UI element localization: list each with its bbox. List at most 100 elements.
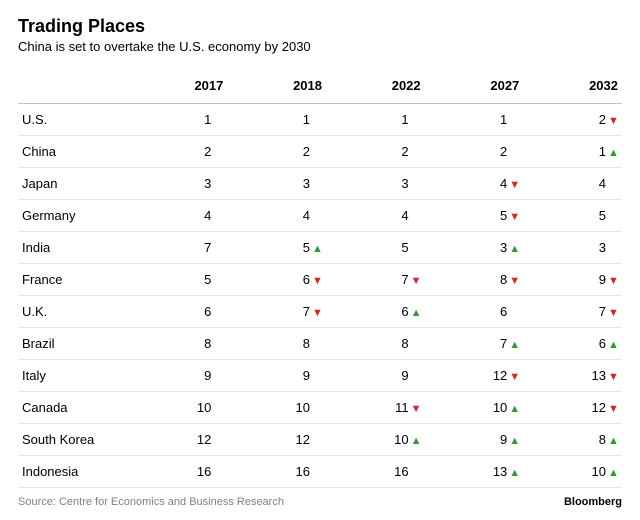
rank-value: 5 (401, 240, 408, 255)
arrow-up-icon: ▲ (312, 243, 322, 255)
rank-value: 13 (493, 464, 507, 479)
rank-cell: 16▲ (129, 456, 228, 488)
rank-value: 9 (500, 432, 507, 447)
table-row: Indonesia16▲16▲16▲13▲10▲ (18, 456, 622, 488)
rank-value: 4 (204, 208, 211, 223)
chart-title: Trading Places (18, 16, 622, 37)
arrow-down-icon: ▼ (509, 179, 519, 191)
rank-value: 12 (493, 368, 507, 383)
rank-value: 5 (204, 272, 211, 287)
country-cell: Italy (18, 360, 129, 392)
arrow-up-icon: ▲ (608, 467, 618, 479)
rank-value: 9 (401, 368, 408, 383)
rank-value: 16 (394, 464, 408, 479)
rank-value: 7 (401, 272, 408, 287)
arrow-up-icon: ▲ (411, 307, 421, 319)
rank-cell: 8▼ (425, 264, 524, 296)
rank-value: 12 (296, 432, 310, 447)
rank-cell: 1▲ (227, 104, 326, 136)
country-cell: Japan (18, 168, 129, 200)
table-row: Brazil8▲8▲8▲7▲6▲ (18, 328, 622, 360)
rank-cell: 8▲ (129, 328, 228, 360)
rank-cell: 1▲ (326, 104, 425, 136)
rank-value: 3 (303, 176, 310, 191)
rank-value: 5 (599, 208, 606, 223)
rank-cell: 7▲ (129, 232, 228, 264)
rank-cell: 3▲ (523, 232, 622, 264)
rank-value: 4 (303, 208, 310, 223)
rank-value: 10 (394, 432, 408, 447)
rank-cell: 6▲ (129, 296, 228, 328)
rank-value: 11 (395, 400, 409, 415)
table-row: Japan3▲3▲3▲4▼4▲ (18, 168, 622, 200)
rank-value: 3 (599, 240, 606, 255)
rank-cell: 8▲ (227, 328, 326, 360)
header-year: 2017 (129, 72, 228, 104)
arrow-down-icon: ▼ (312, 307, 322, 319)
rank-value: 4 (599, 176, 606, 191)
arrow-up-icon: ▲ (509, 435, 519, 447)
rank-value: 1 (401, 112, 408, 127)
rank-cell: 9▼ (523, 264, 622, 296)
rank-cell: 5▲ (326, 232, 425, 264)
rank-value: 6 (204, 304, 211, 319)
footer: Source: Centre for Economics and Busines… (18, 496, 622, 508)
country-cell: U.K. (18, 296, 129, 328)
rank-cell: 4▲ (129, 200, 228, 232)
rank-cell: 5▲ (227, 232, 326, 264)
rank-value: 1 (303, 112, 310, 127)
rank-value: 2 (204, 144, 211, 159)
rank-value: 8 (204, 336, 211, 351)
table-row: U.K.6▲7▼6▲6▲7▼ (18, 296, 622, 328)
rank-value: 4 (401, 208, 408, 223)
rank-cell: 8▲ (326, 328, 425, 360)
rank-value: 7 (303, 304, 310, 319)
country-cell: South Korea (18, 424, 129, 456)
rank-value: 8 (599, 432, 606, 447)
table-row: India7▲5▲5▲3▲3▲ (18, 232, 622, 264)
country-cell: India (18, 232, 129, 264)
rank-cell: 10▲ (523, 456, 622, 488)
rank-value: 2 (500, 144, 507, 159)
rank-cell: 9▲ (326, 360, 425, 392)
rank-cell: 4▲ (326, 200, 425, 232)
rank-cell: 1▲ (129, 104, 228, 136)
rank-cell: 12▼ (523, 392, 622, 424)
table-row: Germany4▲4▲4▲5▼5▲ (18, 200, 622, 232)
rank-cell: 2▲ (129, 136, 228, 168)
rank-cell: 2▲ (425, 136, 524, 168)
rank-cell: 12▼ (425, 360, 524, 392)
header-country (18, 72, 129, 104)
rank-value: 10 (493, 400, 507, 415)
arrow-up-icon: ▲ (608, 339, 618, 351)
rank-cell: 12▲ (129, 424, 228, 456)
rank-value: 6 (500, 304, 507, 319)
rank-cell: 3▲ (227, 168, 326, 200)
rank-value: 7 (599, 304, 606, 319)
country-cell: China (18, 136, 129, 168)
arrow-up-icon: ▲ (509, 467, 519, 479)
source-text: Source: Centre for Economics and Busines… (18, 496, 284, 508)
arrow-down-icon: ▼ (608, 307, 618, 319)
arrow-down-icon: ▼ (608, 371, 618, 383)
arrow-down-icon: ▼ (608, 275, 618, 287)
rank-cell: 7▼ (227, 296, 326, 328)
rank-cell: 4▲ (227, 200, 326, 232)
rank-cell: 2▲ (227, 136, 326, 168)
table-row: China2▲2▲2▲2▲1▲ (18, 136, 622, 168)
country-cell: Indonesia (18, 456, 129, 488)
rank-value: 9 (303, 368, 310, 383)
table-row: South Korea12▲12▲10▲9▲8▲ (18, 424, 622, 456)
rank-cell: 9▲ (425, 424, 524, 456)
rank-cell: 12▲ (227, 424, 326, 456)
header-year: 2022 (326, 72, 425, 104)
table-row: France5▲6▼7▼8▼9▼ (18, 264, 622, 296)
rank-value: 3 (401, 176, 408, 191)
rank-cell: 3▲ (326, 168, 425, 200)
rank-value: 1 (204, 112, 211, 127)
rank-cell: 7▼ (326, 264, 425, 296)
rank-value: 6 (401, 304, 408, 319)
rank-cell: 1▲ (523, 136, 622, 168)
arrow-up-icon: ▲ (509, 243, 519, 255)
table-row: Italy9▲9▲9▲12▼13▼ (18, 360, 622, 392)
